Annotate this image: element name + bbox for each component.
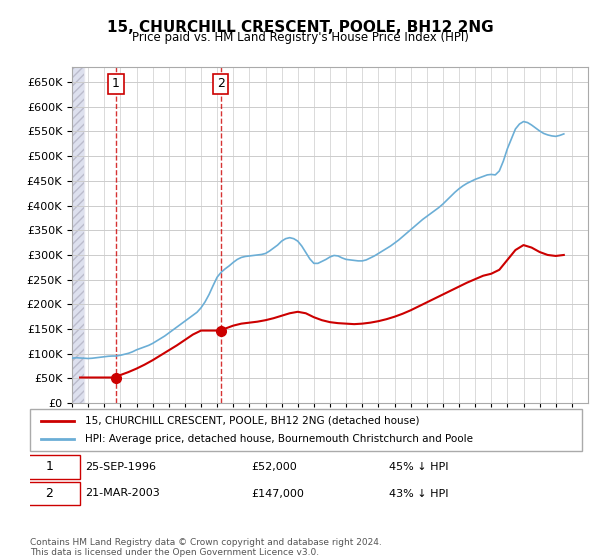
Text: 43% ↓ HPI: 43% ↓ HPI bbox=[389, 488, 448, 498]
Text: HPI: Average price, detached house, Bournemouth Christchurch and Poole: HPI: Average price, detached house, Bour… bbox=[85, 434, 473, 444]
Text: £147,000: £147,000 bbox=[251, 488, 304, 498]
Text: Price paid vs. HM Land Registry's House Price Index (HPI): Price paid vs. HM Land Registry's House … bbox=[131, 31, 469, 44]
Text: 2: 2 bbox=[46, 487, 53, 500]
Text: 21-MAR-2003: 21-MAR-2003 bbox=[85, 488, 160, 498]
Text: £52,000: £52,000 bbox=[251, 462, 296, 472]
Bar bbox=[72, 67, 84, 403]
FancyBboxPatch shape bbox=[19, 482, 80, 505]
FancyBboxPatch shape bbox=[30, 409, 582, 451]
Text: 25-SEP-1996: 25-SEP-1996 bbox=[85, 462, 156, 472]
Text: 2: 2 bbox=[217, 77, 224, 91]
Text: 1: 1 bbox=[46, 460, 53, 473]
FancyBboxPatch shape bbox=[19, 455, 80, 479]
Text: 15, CHURCHILL CRESCENT, POOLE, BH12 2NG (detached house): 15, CHURCHILL CRESCENT, POOLE, BH12 2NG … bbox=[85, 416, 420, 426]
Bar bbox=[72, 67, 84, 403]
Text: 1: 1 bbox=[112, 77, 120, 91]
Text: 45% ↓ HPI: 45% ↓ HPI bbox=[389, 462, 448, 472]
Text: 15, CHURCHILL CRESCENT, POOLE, BH12 2NG: 15, CHURCHILL CRESCENT, POOLE, BH12 2NG bbox=[107, 20, 493, 35]
Text: Contains HM Land Registry data © Crown copyright and database right 2024.
This d: Contains HM Land Registry data © Crown c… bbox=[30, 538, 382, 557]
